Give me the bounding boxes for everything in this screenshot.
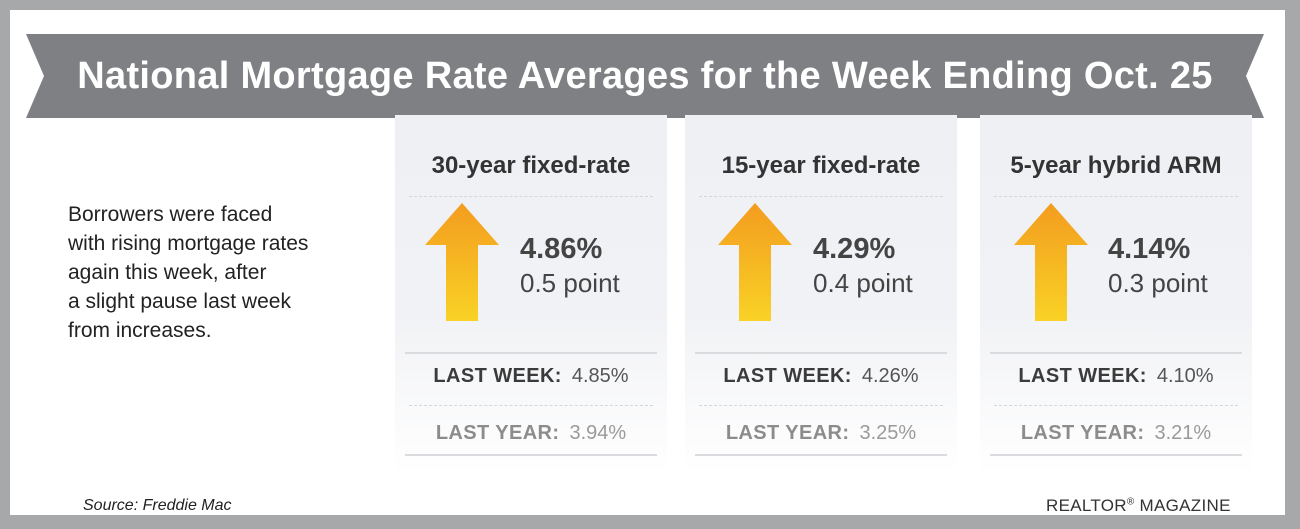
infographic-frame: National Mortgage Rate Averages for the …	[10, 10, 1285, 515]
brand-suffix: MAGAZINE	[1134, 496, 1231, 515]
divider	[990, 352, 1242, 354]
ribbon-shape	[26, 34, 1264, 118]
divider	[990, 454, 1242, 456]
last-week-value: 4.26%	[861, 365, 919, 387]
title-banner: National Mortgage Rate Averages for the …	[26, 34, 1264, 118]
last-week-label: LAST WEEK:	[723, 365, 852, 387]
intro-line: with rising mortgage rates	[68, 232, 309, 255]
last-year-label: LAST YEAR:	[1020, 422, 1145, 444]
current-rate: 4.14%	[1108, 233, 1191, 265]
last-week-row: LAST WEEK: 4.26%	[685, 365, 957, 388]
last-week-label: LAST WEEK:	[1018, 365, 1147, 387]
intro-line: again this week, after	[68, 261, 267, 284]
divider	[695, 352, 947, 354]
rate-card-30-year: 30-year fixed-rate 4.86% 0.5 point LAST …	[395, 115, 667, 475]
dotted-divider	[409, 196, 653, 197]
rate-card-15-year: 15-year fixed-rate 4.29% 0.4 point LAST …	[685, 115, 957, 475]
card-title: 5-year hybrid ARM	[1010, 152, 1222, 179]
last-year-value: 3.21%	[1154, 422, 1212, 444]
last-week-value: 4.85%	[571, 365, 629, 387]
dotted-divider	[409, 405, 653, 406]
last-year-row: LAST YEAR: 3.25%	[685, 422, 957, 445]
rate-change: 0.5 point	[520, 268, 620, 298]
card-title: 30-year fixed-rate	[431, 152, 631, 179]
brand-logo: REALTOR® MAGAZINE	[1046, 496, 1231, 516]
intro-line: Borrowers were faced	[68, 203, 273, 226]
source-credit: Source: Freddie Mac	[83, 497, 232, 514]
page-title: National Mortgage Rate Averages for the …	[77, 55, 1213, 97]
brand-name: REALTOR	[1046, 496, 1127, 515]
last-week-row: LAST WEEK: 4.85%	[395, 365, 667, 388]
dotted-divider	[699, 196, 943, 197]
dotted-divider	[994, 196, 1238, 197]
up-arrow-icon	[425, 203, 499, 321]
divider	[695, 454, 947, 456]
registered-mark: ®	[1126, 496, 1135, 508]
intro-line: a slight pause last week	[68, 290, 291, 313]
divider	[405, 352, 657, 354]
last-week-label: LAST WEEK:	[433, 365, 562, 387]
rate-change: 0.4 point	[813, 268, 913, 298]
last-year-value: 3.25%	[859, 422, 917, 444]
card-title: 15-year fixed-rate	[721, 152, 921, 179]
last-year-row: LAST YEAR: 3.94%	[395, 422, 667, 445]
last-year-label: LAST YEAR:	[725, 422, 850, 444]
last-year-row: LAST YEAR: 3.21%	[980, 422, 1252, 445]
divider	[405, 454, 657, 456]
intro-line: from increases.	[68, 319, 212, 342]
dotted-divider	[699, 405, 943, 406]
last-week-row: LAST WEEK: 4.10%	[980, 365, 1252, 388]
last-year-label: LAST YEAR:	[435, 422, 560, 444]
intro-text: Borrowers were faced with rising mortgag…	[68, 200, 368, 345]
up-arrow-icon	[718, 203, 792, 321]
last-week-value: 4.10%	[1156, 365, 1214, 387]
up-arrow-icon	[1014, 203, 1088, 321]
rate-card-5-year-arm: 5-year hybrid ARM 4.14% 0.3 point LAST W…	[980, 115, 1252, 475]
last-year-value: 3.94%	[569, 422, 627, 444]
rate-change: 0.3 point	[1108, 268, 1208, 298]
current-rate: 4.86%	[520, 233, 603, 265]
current-rate: 4.29%	[813, 233, 896, 265]
dotted-divider	[994, 405, 1238, 406]
